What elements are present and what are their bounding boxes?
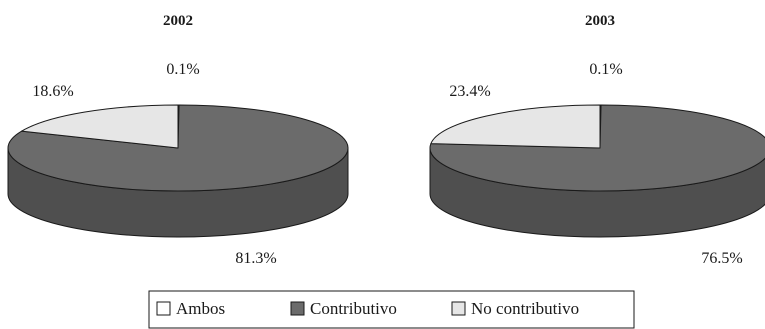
pie-2003: 2003 0.1% 76.5% 23.4% — [429, 13, 765, 267]
label-2002-contributivo: 81.3% — [235, 250, 276, 267]
legend-box — [148, 290, 635, 329]
pie-2002: 2002 0.1% 81.3% 18.6% — [7, 13, 349, 267]
pie-title-2003: 2003 — [585, 13, 615, 29]
pie-2003-body — [429, 104, 765, 238]
legend-swatch-contributivo — [290, 301, 305, 316]
slice-2002-no-contributivo — [21, 104, 179, 149]
legend-label-ambos: Ambos — [176, 299, 225, 318]
label-2003-contributivo: 76.5% — [701, 250, 742, 267]
label-2003-ambos: 0.1% — [589, 61, 622, 78]
legend-item-contributivo: Contributivo — [290, 299, 397, 318]
legend-swatch-ambos — [156, 301, 171, 316]
pie-2002-body — [7, 104, 349, 238]
legend-label-no-contributivo: No contributivo — [471, 299, 579, 318]
label-2002-no-contributivo: 18.6% — [32, 83, 73, 100]
pie-title-2002: 2002 — [163, 13, 193, 29]
legend: Ambos Contributivo No contributivo — [148, 290, 635, 329]
legend-item-no-contributivo: No contributivo — [451, 299, 579, 318]
legend-swatch-no-contributivo — [451, 301, 466, 316]
legend-label-contributivo: Contributivo — [310, 299, 397, 318]
slice-2003-no-contributivo — [430, 104, 601, 149]
legend-item-ambos: Ambos — [156, 299, 225, 318]
label-2002-ambos: 0.1% — [166, 61, 199, 78]
label-2003-no-contributivo: 23.4% — [449, 83, 490, 100]
